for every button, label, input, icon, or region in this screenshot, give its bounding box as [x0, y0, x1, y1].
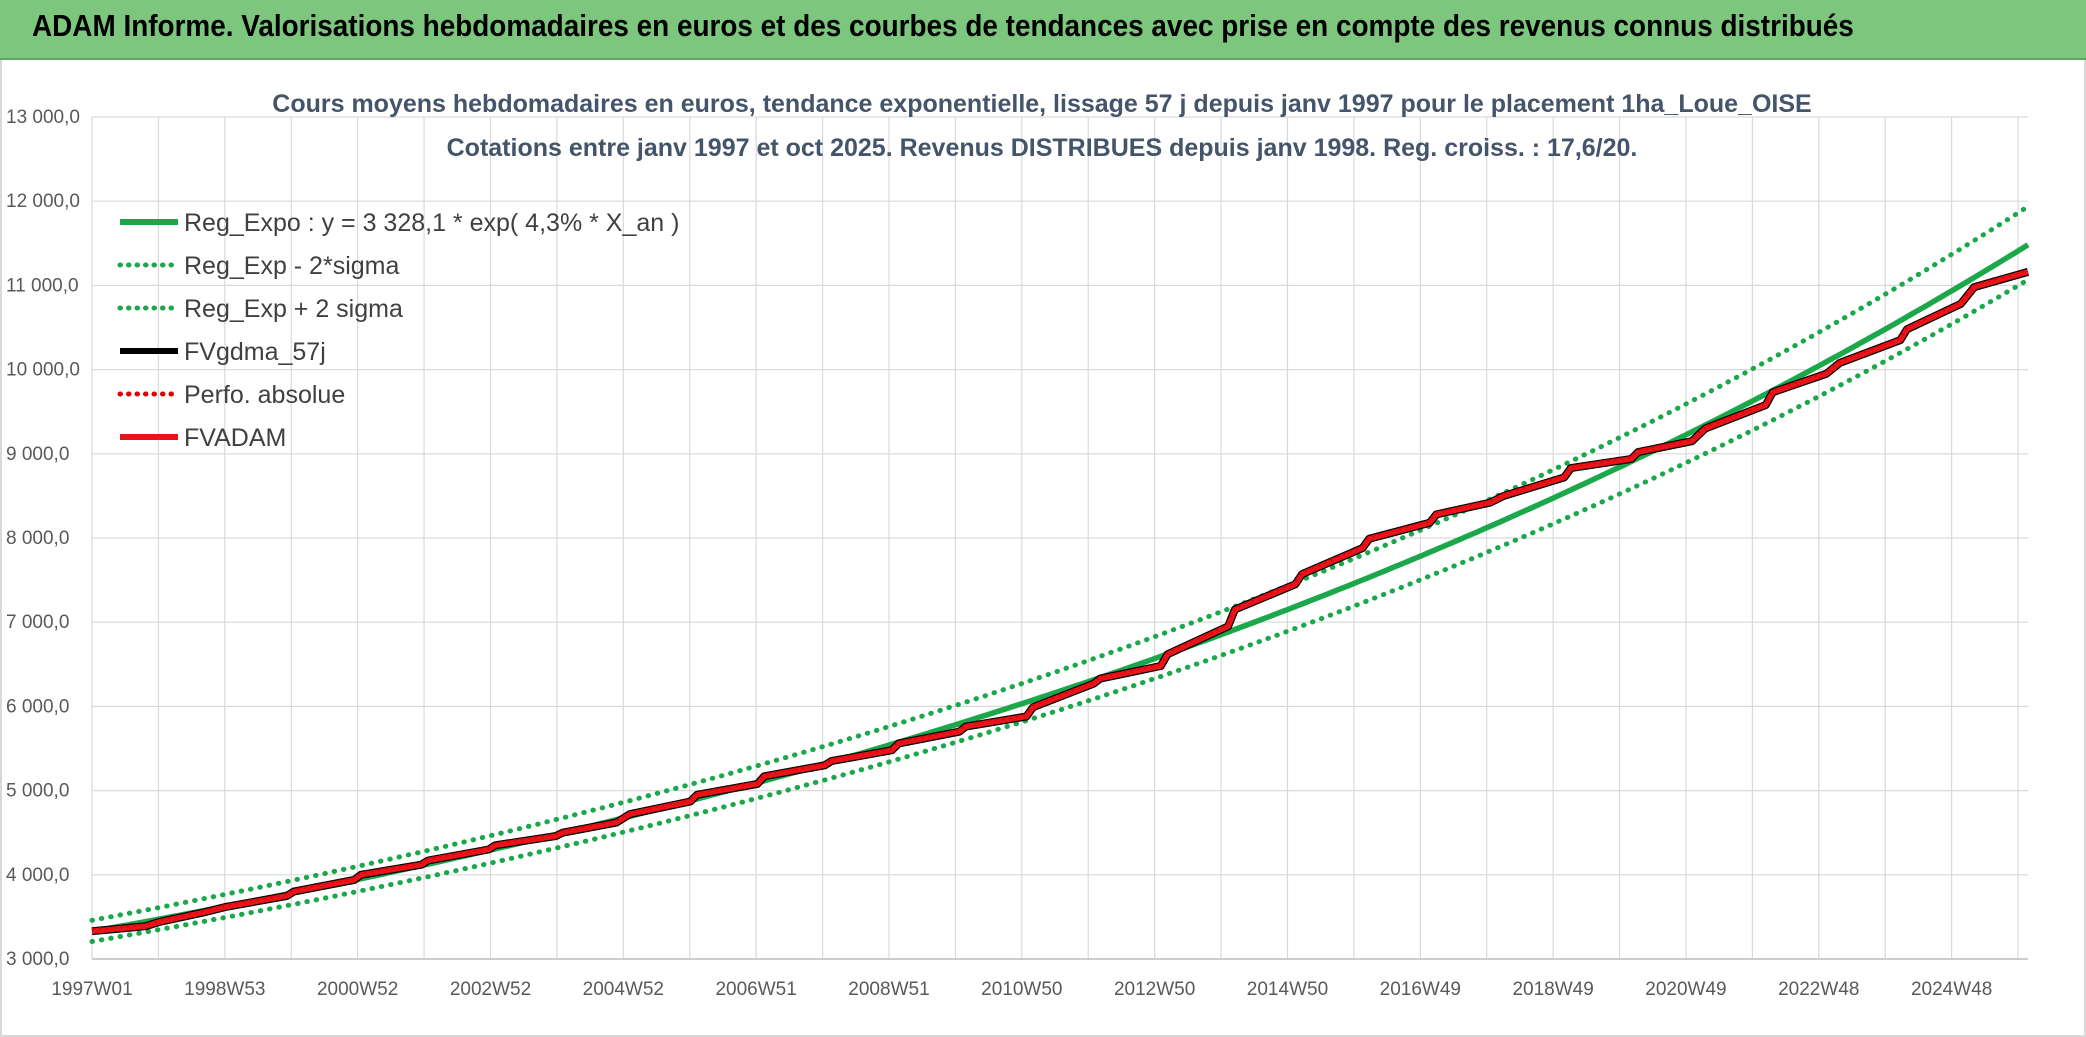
x-tick-label: 2010W50 [981, 979, 1062, 1000]
legend-label: Reg_Expo : y = 3 328,1 * exp( 4,3% * X_a… [184, 209, 679, 237]
y-axis: 3 000,0 4 000,0 5 000,0 6 000,0 7 000,0 8 000… [6, 107, 80, 970]
chart-grid [91, 116, 2028, 960]
legend-label: Perfo. absolue [184, 381, 345, 409]
x-tick-label: 2004W52 [583, 979, 664, 1000]
header-banner: ADAM Informe. Valorisations hebdomadaire… [0, 0, 2086, 60]
x-tick-label: 2020W49 [1645, 979, 1726, 1000]
x-tick-label: 2014W50 [1247, 979, 1328, 1000]
banner-title: ADAM Informe. Valorisations hebdomadaire… [32, 8, 1854, 43]
y-tick-label: 9 000,0 [6, 444, 69, 465]
series-line [89, 277, 2031, 944]
x-tick-label: 2006W51 [715, 979, 796, 1000]
x-tick-label: 2018W49 [1512, 979, 1593, 1000]
series-line [91, 268, 2029, 931]
x-tick-label: 2012W50 [1114, 979, 1195, 1000]
y-tick-label: 8 000,0 [6, 528, 69, 549]
x-tick-label: 2022W48 [1778, 979, 1859, 1000]
x-tick-label: 1998W53 [184, 979, 265, 1000]
legend-label: Reg_Exp + 2 sigma [184, 295, 403, 323]
x-tick-label: 2002W52 [450, 979, 531, 1000]
y-tick-label: 11 000,0 [6, 275, 79, 296]
y-tick-label: 7 000,0 [6, 612, 69, 633]
x-tick-label: 2024W48 [1911, 979, 1992, 1000]
y-tick-label: 10 000,0 [6, 360, 80, 381]
x-tick-label: 1997W01 [51, 979, 132, 1000]
chart-title: Cours moyens hebdomadaires en euros, ten… [272, 90, 1811, 118]
y-tick-label: 5 000,0 [6, 781, 69, 802]
series-line [91, 268, 2030, 936]
series-line [89, 204, 2031, 923]
series-line [91, 242, 2030, 935]
y-tick-label: 3 000,0 [6, 949, 69, 970]
y-tick-label: 6 000,0 [6, 696, 69, 717]
series-line [91, 269, 2029, 934]
y-tick-label: 12 000,0 [6, 191, 80, 212]
legend-label: FVADAM [184, 424, 286, 452]
x-tick-label: 2008W51 [848, 979, 929, 1000]
y-tick-label: 4 000,0 [6, 865, 69, 886]
x-axis: 1997W01 1998W53 2000W52 2002W52 2004W52 2006W… [51, 979, 1992, 1000]
legend-label: FVgdma_57j [184, 338, 326, 366]
chart-series [89, 204, 2031, 944]
legend-label: Reg_Exp - 2*sigma [184, 252, 399, 280]
y-tick-label: 13 000,0 [6, 107, 80, 128]
x-tick-label: 2000W52 [317, 979, 398, 1000]
x-tick-label: 2016W49 [1380, 979, 1461, 1000]
chart-legend: Reg_Expo : y = 3 328,1 * exp( 4,3% * X_a… [117, 209, 679, 452]
chart-subtitle: Cotations entre janv 1997 et oct 2025. R… [447, 134, 1638, 162]
